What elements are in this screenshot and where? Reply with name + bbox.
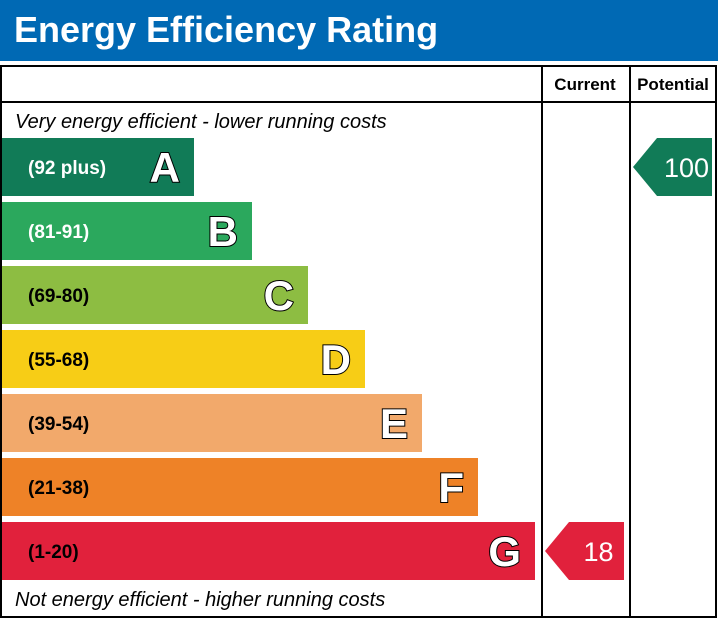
band-c-letter: C — [264, 272, 294, 319]
bottom-note: Not energy efficient - higher running co… — [15, 589, 385, 611]
page-title: Energy Efficiency Rating — [14, 9, 439, 50]
band-a-range-label: (92 plus) — [28, 158, 106, 179]
band-d-letter: D — [321, 336, 351, 383]
band-e-range-label: (39-54) — [28, 414, 89, 435]
band-e-bar — [2, 394, 422, 452]
band-d-bar — [2, 330, 365, 388]
band-f-range-label: (21-38) — [28, 478, 89, 499]
top-note: Very energy efficient - lower running co… — [15, 111, 387, 133]
rating-bands: (92 plus) A (81-91) B (69-80) C (55-68) D (39-54… — [2, 138, 535, 580]
band-b-letter: B — [208, 208, 238, 255]
band-a-letter: A — [150, 144, 180, 191]
band-b-range-label: (81-91) — [28, 222, 89, 243]
chart-frame — [0, 65, 717, 618]
potential-rating-arrow — [633, 138, 712, 196]
current-rating-arrow — [545, 522, 624, 580]
rating-arrows: 18 100 — [545, 138, 712, 580]
potential-column-header: Potential — [637, 75, 709, 94]
band-e-letter: E — [380, 400, 408, 447]
potential-rating-value: 100 — [664, 153, 709, 183]
band-g-letter: G — [488, 528, 521, 575]
band-g-range-label: (1-20) — [28, 542, 79, 563]
band-f-letter: F — [438, 464, 464, 511]
current-rating-value: 18 — [583, 537, 613, 567]
band-b-bar — [2, 202, 252, 260]
band-d-range-label: (55-68) — [28, 350, 89, 371]
band-g-bar — [2, 522, 535, 580]
band-a-bar — [2, 138, 194, 196]
band-c-bar — [2, 266, 308, 324]
header-bar: Energy Efficiency Rating — [0, 0, 718, 61]
band-f-bar — [2, 458, 478, 516]
band-c-range-label: (69-80) — [28, 286, 89, 307]
current-column-header: Current — [554, 75, 616, 94]
